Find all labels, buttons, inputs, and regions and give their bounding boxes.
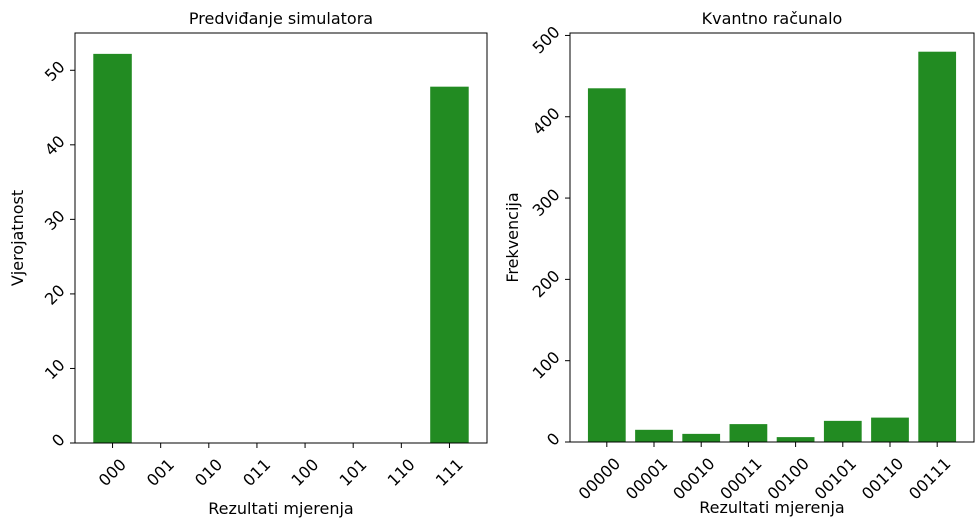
y-tick-label: 100: [529, 348, 564, 383]
x-tick-label: 00100: [763, 454, 812, 503]
y-tick-label: 20: [41, 281, 69, 309]
y-tick-label: 400: [529, 104, 564, 139]
x-tick-label: 000: [95, 455, 130, 490]
x-tick-label: 00010: [669, 454, 718, 503]
y-tick-label: 0: [48, 430, 69, 451]
bar: [871, 417, 909, 442]
x-axis-label: Rezultati mjerenja: [699, 498, 844, 517]
y-tick-label: 10: [41, 355, 69, 383]
x-tick-label: 00011: [716, 454, 765, 503]
chart-title: Kvantno računalo: [702, 9, 843, 28]
y-tick-label: 30: [41, 206, 69, 234]
y-tick-label: 0: [543, 429, 564, 450]
y-tick-label: 200: [529, 266, 564, 301]
bar: [823, 420, 862, 442]
x-tick-label: 111: [432, 455, 467, 490]
y-tick-label: 50: [41, 57, 69, 85]
y-tick-label: 40: [41, 132, 69, 160]
axes-frame: [74, 32, 488, 444]
x-tick-label: 00101: [811, 454, 860, 503]
x-tick-label: 010: [191, 455, 226, 490]
x-axis-label: Rezultati mjerenja: [208, 499, 353, 518]
x-tick-label: 00110: [858, 454, 907, 503]
x-tick-label: 00001: [622, 454, 671, 503]
x-tick-label: 100: [287, 455, 322, 490]
y-tick-label: 300: [529, 185, 564, 220]
y-axis-label: Frekvencija: [503, 192, 522, 282]
bar: [682, 433, 721, 442]
bar: [587, 88, 626, 443]
x-tick-label: 101: [335, 455, 370, 490]
x-tick-label: 00000: [575, 454, 624, 503]
y-tick-label: 500: [529, 22, 564, 57]
x-tick-label: 001: [143, 455, 178, 490]
x-tick-label: 011: [239, 455, 274, 490]
y-axis-label: Vjerojatnost: [8, 190, 27, 286]
bar: [430, 86, 469, 443]
x-tick-label: 00111: [905, 454, 954, 503]
bar: [635, 429, 673, 442]
bar: [918, 51, 957, 443]
x-tick-label: 110: [384, 455, 419, 490]
axes-frame: [569, 32, 975, 443]
bar: [729, 424, 768, 442]
chart-title: Predviđanje simulatora: [189, 9, 373, 28]
bar: [776, 437, 815, 442]
bar: [93, 53, 132, 443]
